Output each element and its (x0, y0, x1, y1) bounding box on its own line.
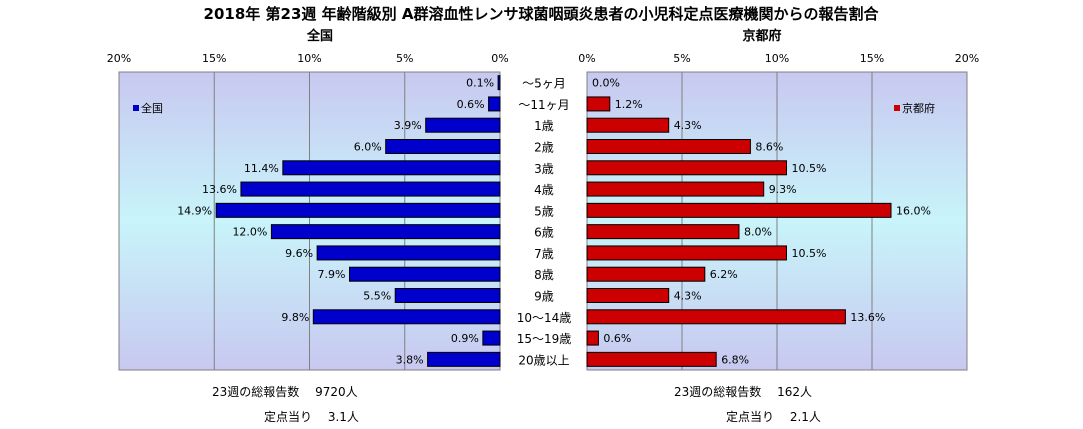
left-bar-label: 6.0% (354, 141, 382, 154)
right-x-tick-label: 5% (673, 52, 690, 65)
right-bar (586, 309, 846, 325)
chart-title: 2018年 第23週 年齢階級別 A群溶血性レンサ球菌咽頭炎患者の小児科定点医療… (204, 5, 880, 23)
left-panel-title: 全国 (306, 28, 333, 44)
right-bar-label: 4.3% (674, 119, 702, 132)
left-x-tick-label: 20% (107, 52, 131, 65)
category-label: 7歳 (534, 247, 554, 261)
right-bar (586, 245, 787, 261)
right-x-tick-label: 15% (860, 52, 884, 65)
right-x-tick-label: 0% (578, 52, 595, 65)
right-bar (586, 160, 787, 176)
category-label: 9歳 (534, 290, 554, 304)
right-bar (586, 96, 611, 112)
right-panel-title: 京都府 (742, 28, 781, 44)
left-x-tick-label: 10% (297, 52, 321, 65)
category-label: 2歳 (534, 141, 554, 155)
left-bar-label: 3.8% (396, 353, 424, 366)
left-bar (316, 245, 501, 261)
right-bar (586, 330, 599, 346)
left-bar-label: 14.9% (177, 204, 212, 217)
right-bar-label: 0.0% (592, 77, 620, 90)
right-legend-label: 京都府 (902, 101, 935, 115)
left-bar (385, 139, 501, 154)
category-label: 10～14歳 (517, 311, 572, 325)
left-x-tick-label: 15% (202, 52, 226, 65)
right-bar (586, 117, 670, 133)
left-bar (215, 202, 501, 218)
right-bar (586, 288, 670, 303)
right-bar-label: 1.2% (615, 98, 643, 111)
left-legend-swatch (133, 105, 139, 111)
left-bar-label: 0.9% (451, 332, 479, 345)
right-bar-label: 4.3% (674, 290, 702, 303)
left-bar-label: 11.4% (244, 162, 279, 175)
right-bar (586, 181, 765, 197)
left-bar-label: 0.6% (457, 98, 485, 111)
category-label: 6歳 (534, 226, 554, 240)
left-bar (427, 351, 501, 367)
right-x-tick-label: 20% (955, 52, 979, 65)
left-bar (282, 160, 501, 176)
left-bar-label: 0.1% (466, 77, 494, 90)
left-bar (482, 330, 501, 346)
right-bar (586, 224, 740, 240)
category-label: ～5ヶ月 (522, 77, 566, 91)
category-label: 15～19歳 (517, 332, 572, 346)
left-total-reports: 23週の総報告数 9720人 (212, 385, 358, 399)
right-bar-label: 0.6% (603, 332, 631, 345)
right-bar-label: 8.6% (755, 141, 783, 154)
left-bar (240, 181, 501, 197)
right-x-tick-label: 10% (765, 52, 789, 65)
left-bar-label: 13.6% (202, 183, 237, 196)
category-label: 5歳 (534, 204, 554, 218)
right-bar-label: 16.0% (896, 204, 931, 217)
left-bar-label: 7.9% (318, 268, 346, 281)
left-bar (425, 117, 501, 133)
left-bar-label: 9.6% (285, 247, 313, 260)
left-legend-label: 全国 (141, 101, 163, 115)
category-label: 8歳 (534, 268, 554, 282)
left-bar (270, 224, 501, 240)
left-x-tick-label: 5% (396, 52, 413, 65)
right-bar (586, 266, 706, 282)
left-x-tick-label: 0% (491, 52, 508, 65)
left-per-sentinel: 定点当り 3.1人 (264, 410, 359, 424)
category-label: 4歳 (534, 183, 554, 197)
category-label: 3歳 (534, 162, 554, 176)
right-bar-label: 10.5% (792, 162, 827, 175)
left-bar-label: 3.9% (394, 119, 422, 132)
right-bar-label: 6.2% (710, 268, 738, 281)
left-bar-label: 5.5% (363, 290, 391, 303)
right-bar-label: 10.5% (792, 247, 827, 260)
right-bar-label: 9.3% (769, 183, 797, 196)
left-bar-label: 9.8% (281, 311, 309, 324)
right-bar (586, 202, 892, 218)
left-bar (394, 288, 501, 303)
right-bar (586, 139, 751, 154)
left-bar-label: 12.0% (232, 226, 267, 239)
right-per-sentinel: 定点当り 2.1人 (726, 410, 821, 424)
left-bar (312, 309, 501, 325)
right-bar-label: 8.0% (744, 226, 772, 239)
category-label: ～11ヶ月 (518, 98, 569, 112)
right-bar-label: 13.6% (850, 311, 885, 324)
right-bar (586, 351, 717, 367)
right-total-reports: 23週の総報告数 162人 (674, 385, 812, 399)
category-label: 1歳 (534, 119, 554, 133)
left-bar (497, 75, 501, 91)
right-bar-label: 6.8% (721, 353, 749, 366)
left-bar (488, 96, 501, 112)
left-bar (349, 266, 501, 282)
category-label: 20歳以上 (518, 353, 569, 367)
right-legend-swatch (894, 105, 900, 111)
